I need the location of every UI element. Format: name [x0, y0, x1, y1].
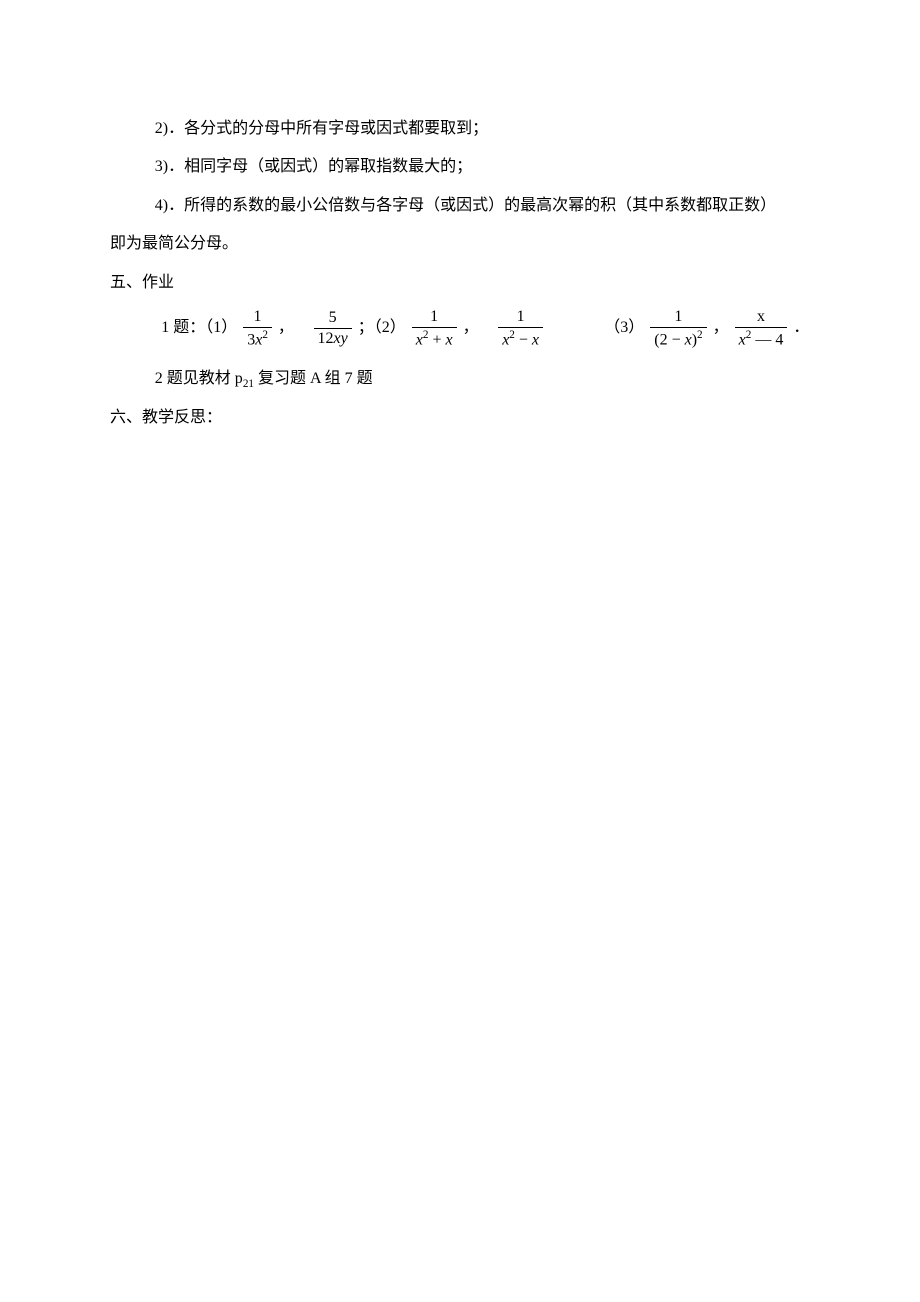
sep-comma-1: ，: [278, 319, 294, 336]
fraction-2-num: 5: [314, 309, 352, 329]
fraction-5-num: 1: [650, 308, 706, 328]
f3-den-var: x: [416, 331, 423, 348]
problem-2-tail: 复习题 A 组 7 题: [254, 370, 373, 387]
fraction-3: 1 x2 + x: [412, 308, 457, 349]
section-heading-6: 六、教学反思：: [110, 399, 810, 437]
f1-den-exp: 2: [262, 329, 268, 341]
f1-den-coef: 3: [247, 331, 255, 348]
f2-den-var: xy: [334, 330, 348, 347]
list-item-4-line2: 即为最简公分母。: [110, 225, 810, 263]
fraction-6: x x2 — 4: [735, 308, 788, 349]
list-item-3: 3)．相同字母（或因式）的幂取指数最大的；: [155, 148, 810, 186]
f5-den-pre: (2 −: [654, 331, 684, 348]
f5-den-exp: 2: [697, 329, 703, 341]
f3-den-tail: x: [445, 331, 452, 348]
list-item-2: 2)．各分式的分母中所有字母或因式都要取到；: [155, 110, 810, 148]
homework-problem-1: 1 题：（1） 1 3x2 ， 5 12xy ；（2） 1 x2 + x ， 1…: [161, 308, 810, 349]
fraction-2-den: 12xy: [314, 329, 352, 348]
problem-2-sub: 21: [243, 379, 254, 391]
homework-problem-2: 2 题见教材 p21 复习题 A 组 7 题: [155, 360, 810, 398]
f2-den-coef: 12: [318, 330, 334, 347]
sep-comma-2: ，: [463, 319, 479, 336]
list-item-4-line1: 4)．所得的系数的最小公倍数与各字母（或因式）的最高次幂的积（其中系数都取正数）: [155, 187, 810, 225]
fraction-3-num: 1: [412, 308, 457, 328]
sep-part-3: （3）: [604, 319, 644, 336]
sep-comma-3: ，: [713, 319, 729, 336]
section-heading-5: 五、作业: [110, 264, 810, 302]
f3-den-op: +: [428, 331, 445, 348]
f6-den-tail: 4: [775, 331, 783, 348]
problem-1-end: ．: [793, 319, 809, 336]
f6-den-var: x: [739, 331, 746, 348]
fraction-4-den: x2 − x: [498, 328, 543, 349]
f4-den-op: −: [515, 331, 532, 348]
fraction-1: 1 3x2: [243, 308, 272, 349]
fraction-1-den: 3x2: [243, 328, 272, 349]
fraction-4: 1 x2 − x: [498, 308, 543, 349]
fraction-1-num: 1: [243, 308, 272, 328]
sep-part-2: ；（2）: [358, 319, 406, 336]
f6-den-op: —: [751, 331, 775, 348]
problem-1-prefix: 1 题：（1）: [161, 319, 237, 336]
fraction-5: 1 (2 − x)2: [650, 308, 706, 349]
f4-den-tail: x: [532, 331, 539, 348]
fraction-3-den: x2 + x: [412, 328, 457, 349]
fraction-2: 5 12xy: [314, 309, 352, 347]
fraction-6-num: x: [735, 308, 788, 328]
problem-2-text: 2 题见教材 p: [155, 370, 243, 387]
document-page: 2)．各分式的分母中所有字母或因式都要取到； 3)．相同字母（或因式）的幂取指数…: [0, 0, 920, 1302]
fraction-4-num: 1: [498, 308, 543, 328]
f5-den-var: x: [685, 331, 692, 348]
fraction-6-den: x2 — 4: [735, 328, 788, 349]
fraction-5-den: (2 − x)2: [650, 328, 706, 349]
